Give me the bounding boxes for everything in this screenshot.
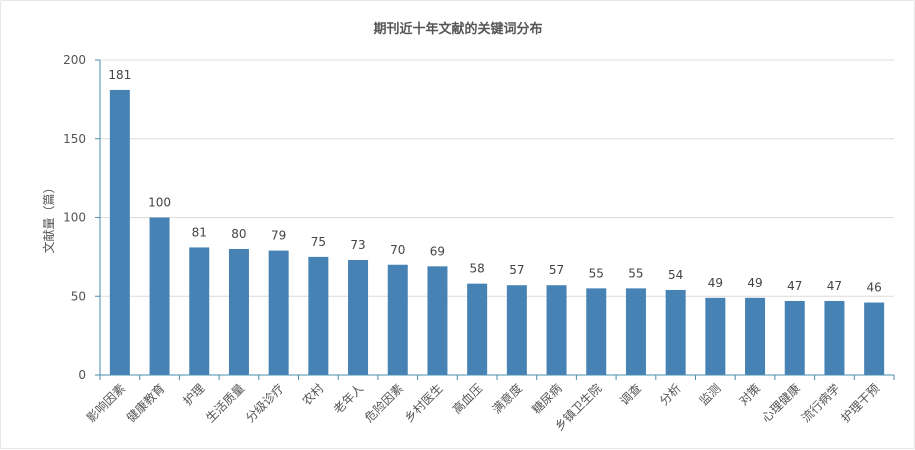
x-category-label: 心理健康 <box>758 381 803 426</box>
bar <box>467 283 488 375</box>
x-category-label: 生活质量 <box>203 381 247 425</box>
bar <box>824 300 845 375</box>
bar-value-label: 181 <box>108 68 131 82</box>
bar <box>586 288 607 375</box>
bar-value-label: 47 <box>787 279 802 293</box>
y-tick-label: 0 <box>78 368 86 382</box>
bar <box>625 288 646 375</box>
x-category-label: 健康教育 <box>123 381 168 426</box>
bar-value-label: 49 <box>708 276 723 290</box>
bar-value-label: 47 <box>827 279 842 293</box>
x-category-label: 分析 <box>657 381 684 408</box>
bar <box>745 297 766 375</box>
bar-value-label: 79 <box>271 229 286 243</box>
bar <box>665 289 686 375</box>
x-category-label: 护理 <box>180 381 207 408</box>
bar-value-label: 100 <box>148 196 171 210</box>
bar-value-label: 70 <box>390 243 405 257</box>
bar <box>189 247 210 375</box>
bar-value-label: 69 <box>430 244 445 258</box>
bar-value-label: 58 <box>470 262 485 276</box>
bar <box>268 250 289 375</box>
x-category-label: 调查 <box>617 381 644 408</box>
y-tick-label: 150 <box>63 132 86 146</box>
bar-value-label: 49 <box>747 276 762 290</box>
bar <box>705 297 726 375</box>
y-tick-label: 50 <box>71 289 86 303</box>
bar-value-label: 54 <box>668 268 683 282</box>
bar-value-label: 81 <box>192 225 207 239</box>
gridlines <box>100 59 894 297</box>
x-category-label: 糖尿病 <box>529 381 565 417</box>
bar-value-label: 55 <box>628 266 643 280</box>
bar <box>109 89 130 376</box>
bar <box>427 266 448 375</box>
bar <box>546 285 567 375</box>
bar <box>506 285 527 375</box>
x-category-label: 对策 <box>736 381 763 408</box>
y-tick-label: 200 <box>63 53 86 67</box>
x-category-label: 乡村医生 <box>402 381 446 425</box>
bar <box>228 249 249 375</box>
y-axis-ticks: 0 50 100 150 200 <box>63 53 100 382</box>
bar <box>149 217 170 375</box>
y-tick-label: 100 <box>63 211 86 225</box>
bar <box>348 260 369 375</box>
chart-title: 期刊近十年文献的关键词分布 <box>373 21 542 37</box>
x-category-label: 分级诊疗 <box>243 381 287 425</box>
x-category-label: 流行病学 <box>798 381 843 426</box>
y-axis-label: 文献量（篇） <box>41 181 56 253</box>
bar-value-label: 55 <box>589 266 604 280</box>
bar-value-label: 57 <box>549 263 564 277</box>
data-labels: 181 100 81 80 79 75 73 70 69 58 57 57 55 55 54 49 49 47 47… <box>108 68 881 295</box>
x-category-label: 监测 <box>697 381 724 408</box>
bar-value-label: 80 <box>231 227 246 241</box>
bar-value-label: 73 <box>350 238 365 252</box>
x-category-label: 高血压 <box>449 381 485 417</box>
bar-value-label: 57 <box>509 263 524 277</box>
bar <box>308 256 329 375</box>
bar-value-label: 46 <box>867 281 882 295</box>
x-category-label: 农村 <box>300 381 327 408</box>
bar <box>387 264 408 375</box>
bar-value-label: 75 <box>311 235 326 249</box>
x-category-label: 老年人 <box>331 381 366 416</box>
x-category-label: 护理干预 <box>838 381 882 425</box>
x-category-label: 危险因素 <box>361 381 406 426</box>
x-category-label: 满意度 <box>489 381 525 417</box>
x-category-label: 影响因素 <box>83 381 128 426</box>
bar <box>784 300 805 375</box>
bar <box>864 302 885 375</box>
bars <box>109 89 885 376</box>
